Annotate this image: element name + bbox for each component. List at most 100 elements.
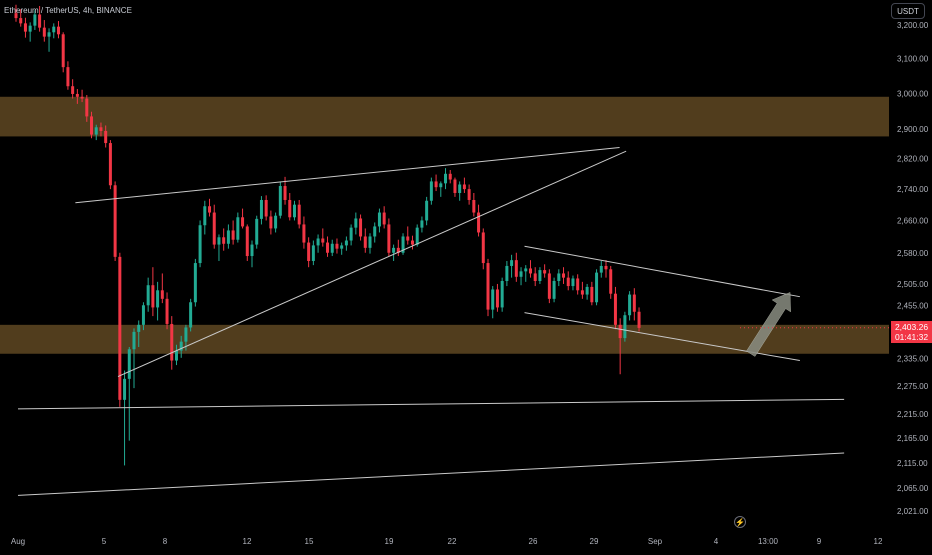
channel-upper: [524, 245, 800, 298]
candle-body: [415, 227, 419, 245]
candle-body: [208, 206, 212, 213]
x-tick-label: 8: [163, 537, 168, 546]
candle-body: [543, 270, 547, 274]
candle-body: [609, 269, 613, 294]
last-price-value: 2,403.26: [894, 322, 929, 332]
candle-body: [439, 183, 443, 188]
candle-body: [302, 224, 306, 243]
candle-body: [19, 18, 23, 24]
y-tick-label: 2,065.00: [897, 484, 929, 493]
candle-body: [595, 272, 599, 303]
candle-body: [613, 293, 617, 325]
candle-body: [193, 263, 197, 303]
x-tick-label: 4: [714, 537, 719, 546]
candle-body: [311, 245, 315, 261]
candle-body: [604, 265, 608, 270]
x-tick-label: 12: [243, 537, 252, 546]
candle-body: [160, 290, 164, 299]
candle-body: [462, 184, 466, 190]
candle-body: [354, 218, 358, 228]
horizontal-support-1: [17, 398, 845, 410]
y-tick-label: 2,215.00: [897, 410, 929, 419]
candle-body: [576, 278, 580, 291]
candle-body: [491, 289, 495, 310]
candle-body: [637, 311, 641, 328]
candle-body: [269, 216, 273, 229]
candle-body: [444, 173, 448, 184]
y-tick-label: 2,900.00: [897, 125, 929, 134]
candle-body: [382, 212, 386, 225]
candle-body: [406, 236, 410, 241]
y-tick-label: 2,021.00: [897, 507, 929, 516]
candle-body: [283, 186, 287, 200]
candle-body: [528, 268, 532, 274]
candle-body: [571, 278, 575, 287]
candle-body: [448, 173, 452, 180]
x-tick-label: 5: [102, 537, 107, 546]
y-tick-label: 2,660.00: [897, 216, 929, 225]
candle-body: [585, 286, 589, 295]
candle-body: [340, 245, 344, 249]
candle-body: [179, 341, 183, 351]
triangle-lower: [117, 150, 627, 378]
candle-body: [137, 324, 141, 332]
candle-body: [85, 98, 89, 117]
candle-body: [245, 226, 249, 257]
last-price-badge: 2,403.26 01:41:32: [891, 321, 932, 343]
x-tick-label: 19: [385, 537, 394, 546]
candle-body: [316, 238, 320, 246]
candle-body: [453, 179, 457, 193]
y-tick-label: 2,275.00: [897, 382, 929, 391]
candle-body: [580, 290, 584, 295]
candle-body: [23, 23, 27, 32]
candle-body: [401, 236, 405, 253]
candle-body: [292, 204, 296, 218]
candle-body: [226, 230, 230, 244]
candle-body: [481, 232, 485, 264]
candle-body: [104, 130, 108, 144]
x-tick-label: 26: [529, 537, 538, 546]
x-tick-label: 29: [590, 537, 599, 546]
candle-body: [132, 331, 136, 350]
currency-button[interactable]: USDT: [891, 3, 925, 19]
x-tick-label: 13:00: [758, 537, 779, 546]
candle-body: [524, 268, 528, 272]
support-zone: [0, 324, 889, 354]
candle-body: [321, 238, 325, 243]
candle-body: [118, 256, 122, 400]
candle-body: [42, 27, 46, 37]
candle-body: [47, 32, 51, 37]
candle-body: [326, 242, 330, 253]
candle-body: [217, 237, 221, 245]
candle-body: [632, 294, 636, 312]
candle-body: [618, 324, 622, 339]
candle-body: [505, 265, 509, 281]
y-tick-label: 2,165.00: [897, 434, 929, 443]
candle-body: [222, 237, 226, 244]
candle-body: [198, 225, 202, 264]
candle-body: [373, 226, 377, 237]
candle-body: [170, 323, 174, 361]
candle-body: [434, 181, 438, 188]
candle-body: [113, 185, 117, 257]
x-tick-label: 9: [817, 537, 822, 546]
y-tick-label: 2,335.00: [897, 354, 929, 363]
candle-body: [255, 218, 259, 245]
y-tick-label: 2,115.00: [897, 459, 928, 468]
candle-body: [533, 273, 537, 281]
candle-body: [146, 285, 150, 306]
candle-body: [410, 240, 414, 245]
candle-body: [264, 199, 268, 217]
candle-body: [38, 14, 42, 28]
candle-body: [368, 236, 372, 248]
symbol-title: Ethereum / TetherUS, 4h, BINANCE: [4, 6, 132, 15]
candle-body: [519, 271, 523, 277]
candle-body: [75, 93, 79, 97]
y-tick-label: 2,820.00: [897, 155, 929, 164]
candle-body: [141, 305, 145, 325]
candle-body: [231, 230, 235, 240]
lightning-icon[interactable]: ⚡: [734, 516, 746, 528]
y-tick-label: 3,000.00: [897, 89, 929, 98]
